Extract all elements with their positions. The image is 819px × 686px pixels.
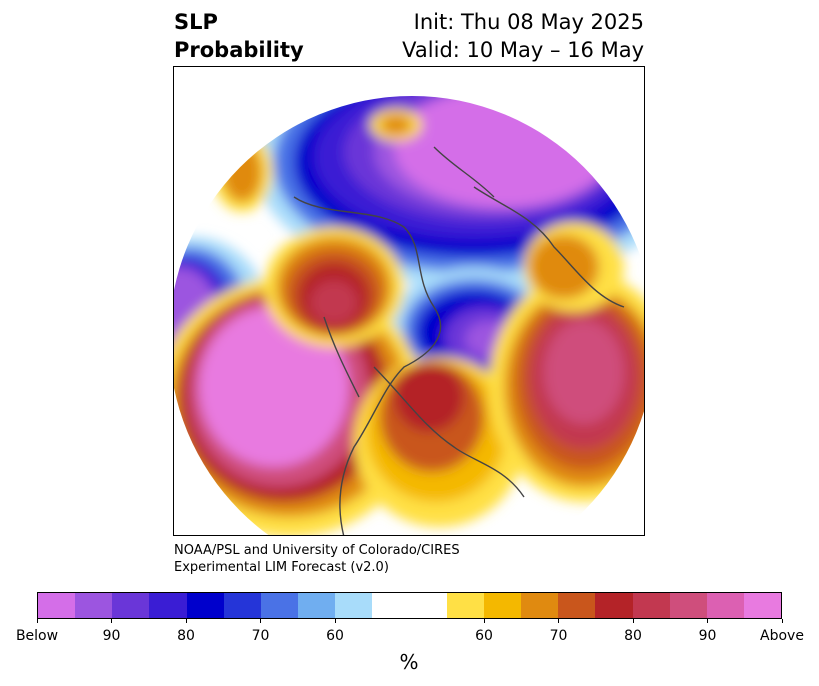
colorbar-tick-mark bbox=[111, 619, 112, 623]
colorbar-tick-label: 60 bbox=[326, 628, 344, 644]
colorbar-tick-mark bbox=[260, 619, 261, 623]
init-date: Init: Thu 08 May 2025 bbox=[413, 10, 644, 34]
colorbar-tick-label: 90 bbox=[102, 628, 121, 644]
colorbar-tick-mark bbox=[781, 619, 783, 623]
colorbar-swatch bbox=[335, 593, 373, 618]
colorbar-swatch bbox=[706, 593, 744, 618]
colorbar-swatch bbox=[595, 593, 633, 618]
colorbar-tick-mark bbox=[36, 619, 38, 623]
colorbar-swatch bbox=[521, 593, 559, 618]
colorbar-swatch bbox=[669, 593, 707, 618]
colorbar-swatch bbox=[75, 593, 113, 618]
siberia-high-region bbox=[212, 132, 272, 212]
title-right: Init: Thu 08 May 2025 Valid: 10 May – 16… bbox=[402, 8, 644, 64]
colorbar-tick-mark bbox=[558, 619, 559, 623]
colorbar-tick-label: 80 bbox=[624, 628, 642, 644]
colorbar-swatch bbox=[446, 593, 484, 618]
credit-model: Experimental LIM Forecast (v2.0) bbox=[174, 560, 389, 575]
colorbar-swatch bbox=[112, 593, 150, 618]
colorbar-tick-label: Below bbox=[15, 628, 59, 644]
credit: NOAA/PSL and University of Colorado/CIRE… bbox=[174, 542, 460, 576]
colorbar-tick-mark bbox=[707, 619, 708, 623]
colorbar-unit: % bbox=[399, 650, 419, 674]
colorbar-tick-label: 80 bbox=[177, 628, 195, 644]
colorbar-tick-label: 60 bbox=[475, 628, 493, 644]
title-type: Probability bbox=[174, 38, 304, 62]
colorbar-swatch bbox=[409, 593, 447, 618]
polar-map bbox=[173, 66, 645, 536]
coastlines bbox=[293, 126, 625, 535]
colorbar-swatch bbox=[38, 593, 76, 618]
greenland-high-region bbox=[370, 109, 422, 141]
alaska-high-region bbox=[264, 227, 404, 347]
colorbar-swatch bbox=[298, 593, 336, 618]
colorbar-tick-mark bbox=[334, 619, 336, 623]
europe-high-region bbox=[524, 222, 624, 312]
colorbar-swatch bbox=[372, 593, 410, 618]
colorbar-swatch bbox=[223, 593, 261, 618]
credit-org: NOAA/PSL and University of Colorado/CIRE… bbox=[174, 543, 460, 558]
colorbar-tick-label: 90 bbox=[698, 628, 717, 644]
colorbar-swatch bbox=[632, 593, 670, 618]
probability-field bbox=[174, 96, 644, 535]
colorbar-tick-mark bbox=[483, 619, 485, 623]
colorbar-swatch bbox=[558, 593, 596, 618]
valid-range: Valid: 10 May – 16 May bbox=[402, 38, 644, 62]
map-svg bbox=[174, 96, 644, 535]
colorbar-tick-mark bbox=[632, 619, 634, 623]
colorbar-tick-label: Above bbox=[760, 628, 804, 644]
colorbar-tick-label: 70 bbox=[251, 628, 270, 644]
title-left: SLP Probability bbox=[174, 8, 304, 64]
colorbar-tick-mark bbox=[185, 619, 187, 623]
colorbar-swatch bbox=[743, 593, 782, 618]
title-variable: SLP bbox=[174, 10, 218, 34]
colorbar-swatch bbox=[483, 593, 522, 618]
colorbar-tick-label: 70 bbox=[549, 628, 568, 644]
colorbar-swatch bbox=[149, 593, 187, 618]
colorbar-swatch bbox=[260, 593, 299, 618]
colorbar bbox=[37, 592, 782, 619]
colorbar-swatch bbox=[186, 593, 224, 618]
